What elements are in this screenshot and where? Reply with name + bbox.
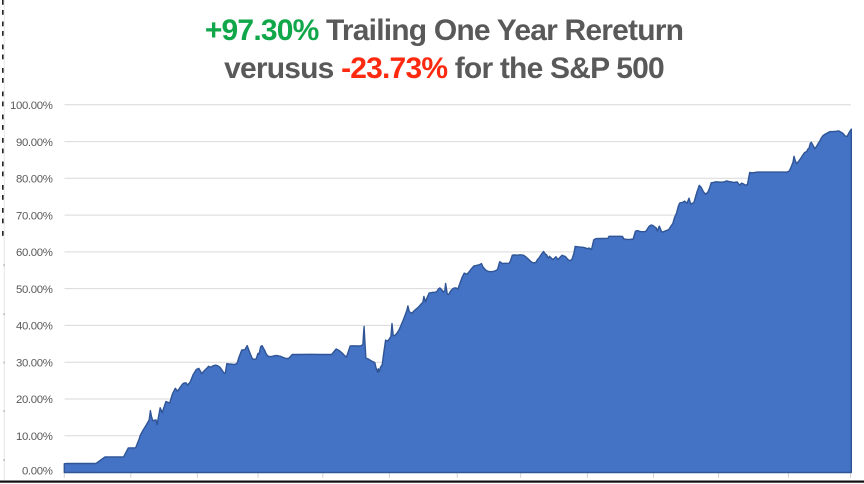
svg-text:30.00%: 30.00% bbox=[16, 357, 53, 369]
svg-text:0.00%: 0.00% bbox=[22, 466, 53, 478]
svg-text:90.00%: 90.00% bbox=[16, 137, 53, 149]
svg-text:10.00%: 10.00% bbox=[16, 431, 53, 443]
svg-text:70.00%: 70.00% bbox=[16, 210, 53, 222]
svg-text:100.00%: 100.00% bbox=[10, 100, 53, 112]
svg-text:20.00%: 20.00% bbox=[16, 394, 53, 406]
svg-text:40.00%: 40.00% bbox=[16, 321, 53, 333]
svg-text:80.00%: 80.00% bbox=[16, 174, 53, 186]
svg-text:50.00%: 50.00% bbox=[16, 284, 53, 296]
svg-text:60.00%: 60.00% bbox=[16, 247, 53, 259]
